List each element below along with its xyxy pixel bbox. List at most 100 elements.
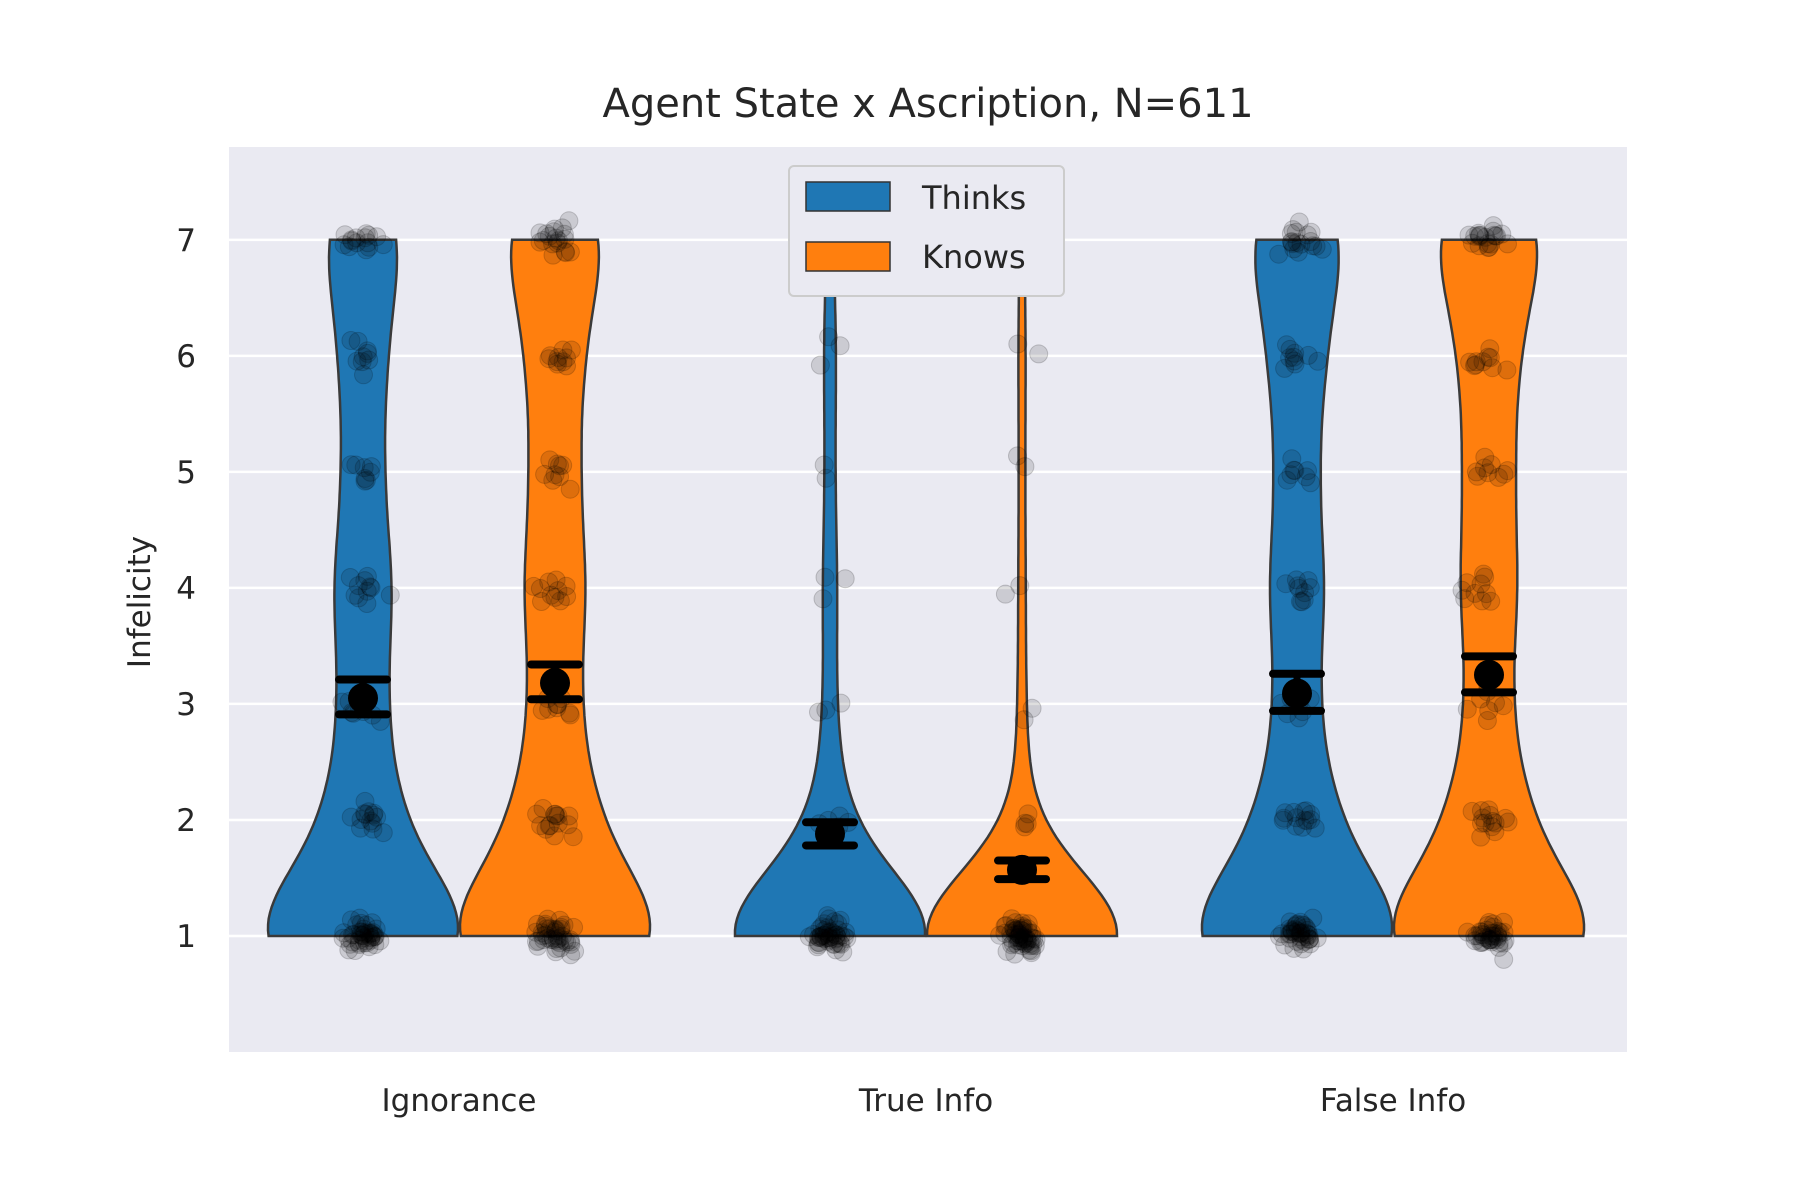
data-point bbox=[1012, 913, 1032, 933]
data-point bbox=[1287, 914, 1307, 934]
data-point bbox=[1488, 927, 1508, 947]
data-point bbox=[1006, 913, 1025, 933]
data-point bbox=[990, 925, 1010, 945]
data-point bbox=[1015, 934, 1035, 954]
data-point bbox=[1479, 913, 1499, 932]
data-point bbox=[1469, 225, 1489, 245]
data-point bbox=[1010, 925, 1029, 945]
data-point bbox=[361, 457, 381, 477]
data-point bbox=[361, 928, 381, 948]
data-point bbox=[362, 913, 382, 933]
data-point bbox=[1022, 698, 1042, 718]
data-point bbox=[1498, 234, 1517, 254]
data-point bbox=[527, 932, 546, 952]
data-point bbox=[1286, 916, 1305, 936]
data-point bbox=[1473, 808, 1493, 828]
data-point bbox=[1466, 462, 1486, 482]
data-point bbox=[352, 922, 372, 942]
data-point bbox=[549, 231, 568, 251]
data-point bbox=[561, 340, 581, 360]
data-point bbox=[538, 928, 558, 948]
data-point bbox=[1472, 933, 1492, 952]
data-point bbox=[373, 235, 393, 255]
data-point bbox=[560, 930, 580, 950]
data-point bbox=[1301, 222, 1321, 242]
data-point bbox=[1274, 808, 1294, 828]
data-point bbox=[1478, 347, 1498, 367]
data-point bbox=[1002, 909, 1022, 929]
data-point bbox=[552, 218, 572, 238]
data-point bbox=[1282, 921, 1302, 941]
data-point bbox=[544, 826, 564, 846]
data-point bbox=[355, 933, 374, 953]
data-point bbox=[1296, 918, 1316, 938]
data-point bbox=[540, 816, 560, 835]
data-point bbox=[1013, 916, 1032, 936]
data-point bbox=[347, 351, 367, 371]
data-point bbox=[347, 915, 367, 935]
data-point bbox=[828, 914, 848, 934]
data-point bbox=[1460, 352, 1480, 372]
data-point bbox=[1288, 576, 1308, 596]
data-point bbox=[560, 705, 580, 725]
data-point bbox=[1471, 801, 1491, 821]
data-point bbox=[354, 458, 374, 478]
data-point bbox=[363, 819, 383, 839]
data-point bbox=[536, 819, 556, 839]
data-point bbox=[367, 227, 387, 247]
data-point bbox=[343, 932, 362, 952]
data-point bbox=[558, 815, 578, 835]
data-point bbox=[1010, 576, 1030, 596]
data-point bbox=[361, 930, 381, 950]
data-point bbox=[554, 915, 574, 935]
data-point bbox=[826, 925, 846, 945]
data-point bbox=[548, 806, 568, 826]
data-point bbox=[1492, 224, 1512, 244]
data-point bbox=[1470, 922, 1490, 942]
data-point bbox=[547, 931, 567, 951]
data-point bbox=[812, 917, 832, 937]
data-point bbox=[1294, 916, 1314, 936]
data-point bbox=[825, 912, 845, 932]
data-point bbox=[995, 584, 1015, 604]
data-point bbox=[539, 572, 559, 592]
data-point bbox=[1002, 935, 1022, 955]
data-point bbox=[817, 906, 837, 926]
data-point bbox=[1490, 923, 1510, 943]
data-point bbox=[341, 455, 361, 475]
data-point bbox=[813, 589, 833, 609]
mean-marker bbox=[348, 683, 378, 714]
data-point bbox=[543, 930, 563, 950]
data-point bbox=[809, 702, 828, 722]
data-point bbox=[559, 211, 579, 231]
data-point bbox=[538, 909, 558, 929]
data-point bbox=[1300, 934, 1320, 954]
data-point bbox=[554, 224, 574, 244]
data-point bbox=[1019, 923, 1039, 943]
data-point bbox=[1294, 590, 1314, 610]
data-point bbox=[1010, 924, 1030, 943]
data-point bbox=[799, 927, 819, 947]
data-point bbox=[347, 233, 367, 253]
data-point bbox=[811, 926, 831, 946]
data-point bbox=[546, 921, 566, 941]
data-point bbox=[547, 233, 567, 253]
data-point bbox=[1301, 232, 1321, 251]
data-point bbox=[334, 235, 354, 255]
data-point bbox=[1282, 232, 1302, 252]
data-point bbox=[1466, 355, 1485, 375]
data-point bbox=[1018, 914, 1038, 934]
data-point bbox=[814, 455, 834, 475]
data-point bbox=[1483, 221, 1503, 241]
data-point bbox=[555, 930, 575, 950]
data-point bbox=[814, 926, 833, 945]
data-point bbox=[1017, 930, 1037, 950]
data-point bbox=[1008, 935, 1027, 955]
data-point bbox=[814, 925, 834, 945]
mean-marker bbox=[1474, 659, 1504, 690]
violin-knows-ignorance bbox=[458, 238, 652, 938]
data-point bbox=[1494, 922, 1514, 942]
data-point bbox=[358, 343, 377, 363]
data-point bbox=[1012, 919, 1032, 939]
data-point bbox=[360, 577, 380, 597]
